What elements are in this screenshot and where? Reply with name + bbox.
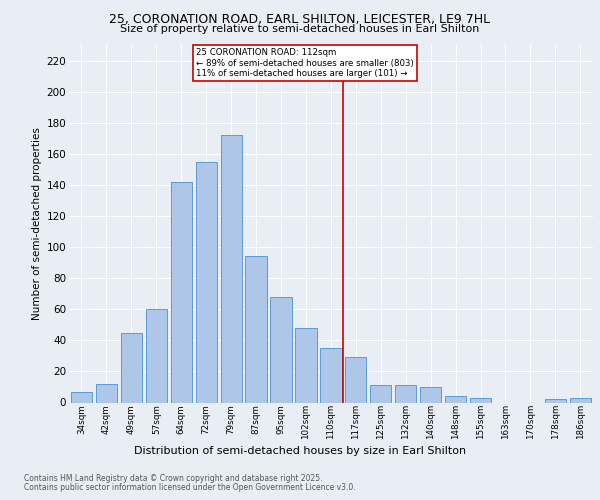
Bar bbox=[570, 398, 591, 402]
Bar bbox=[221, 135, 242, 402]
Bar bbox=[121, 332, 142, 402]
Text: Distribution of semi-detached houses by size in Earl Shilton: Distribution of semi-detached houses by … bbox=[134, 446, 466, 456]
Bar bbox=[345, 358, 367, 403]
Bar bbox=[71, 392, 92, 402]
Text: Contains public sector information licensed under the Open Government Licence v3: Contains public sector information licen… bbox=[24, 484, 356, 492]
Bar bbox=[271, 297, 292, 403]
Bar bbox=[245, 256, 266, 402]
Bar bbox=[146, 309, 167, 402]
Text: Contains HM Land Registry data © Crown copyright and database right 2025.: Contains HM Land Registry data © Crown c… bbox=[24, 474, 323, 483]
Bar bbox=[445, 396, 466, 402]
Bar bbox=[545, 400, 566, 402]
Y-axis label: Number of semi-detached properties: Number of semi-detached properties bbox=[32, 128, 43, 320]
Bar bbox=[96, 384, 117, 402]
Bar bbox=[370, 386, 391, 402]
Bar bbox=[196, 162, 217, 402]
Text: 25, CORONATION ROAD, EARL SHILTON, LEICESTER, LE9 7HL: 25, CORONATION ROAD, EARL SHILTON, LEICE… bbox=[109, 12, 491, 26]
Bar bbox=[295, 328, 317, 402]
Bar bbox=[320, 348, 341, 403]
Bar bbox=[470, 398, 491, 402]
Text: Size of property relative to semi-detached houses in Earl Shilton: Size of property relative to semi-detach… bbox=[121, 24, 479, 34]
Bar bbox=[395, 386, 416, 402]
Bar bbox=[420, 387, 441, 402]
Bar bbox=[170, 182, 192, 402]
Text: 25 CORONATION ROAD: 112sqm
← 89% of semi-detached houses are smaller (803)
11% o: 25 CORONATION ROAD: 112sqm ← 89% of semi… bbox=[196, 48, 414, 78]
